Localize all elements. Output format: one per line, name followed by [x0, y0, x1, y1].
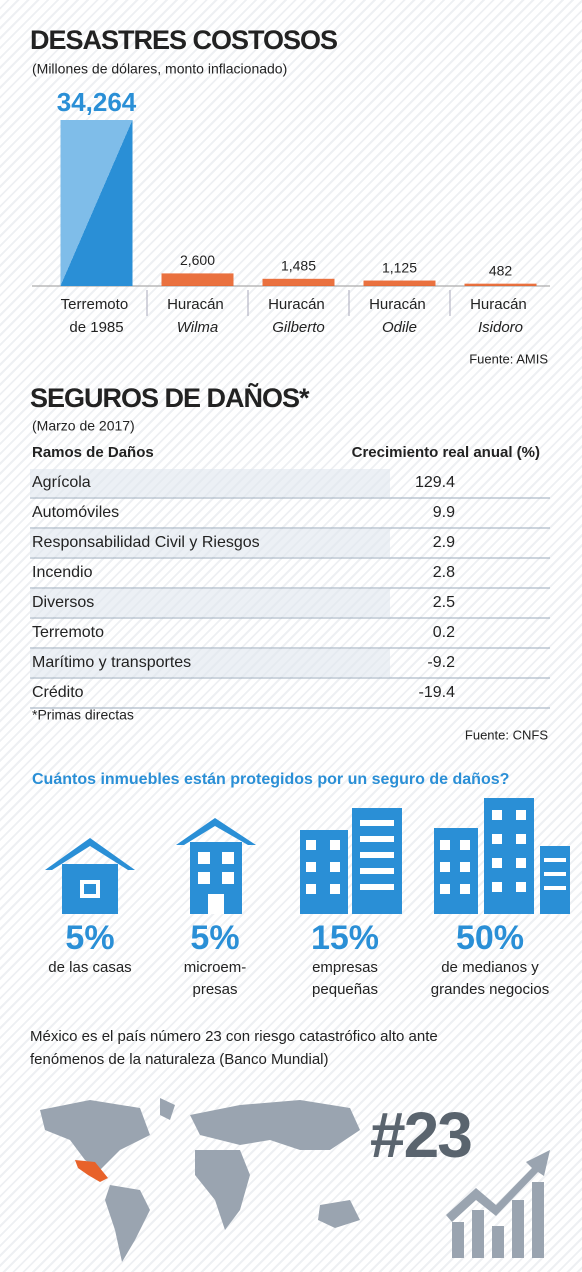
- row-label: Diversos: [32, 594, 94, 611]
- category-label: Huracán Wilma: [167, 296, 228, 336]
- pct-label: microem-: [184, 959, 247, 976]
- value-label: 1,485: [281, 258, 316, 274]
- pct-label: de las casas: [48, 959, 131, 976]
- chart-title: DESASTRES COSTOSOS: [30, 25, 337, 55]
- bar: [262, 278, 335, 286]
- pct-label: pequeñas: [312, 981, 378, 998]
- pct-label: empresas: [312, 959, 378, 976]
- value-label: 2,600: [180, 252, 215, 268]
- pct: 50%: [456, 919, 524, 957]
- category-label: Huracán Isidoro: [470, 296, 531, 336]
- mexico: [75, 1160, 108, 1182]
- row-label: Marítimo y transportes: [32, 654, 191, 671]
- row-label: Responsabilidad Civil y Riesgos: [32, 534, 260, 551]
- chart-subtitle: (Millones de dólares, monto inflacionado…: [32, 61, 287, 77]
- table-note: *Primas directas: [32, 707, 134, 723]
- windows: [306, 810, 566, 894]
- value-label: 482: [489, 262, 513, 278]
- pct: 15%: [311, 919, 379, 957]
- table-header: Ramos de Daños: [32, 444, 154, 461]
- world-map: [40, 1098, 360, 1262]
- growth-icon: [446, 1150, 550, 1258]
- category-label: Huracán Gilberto: [268, 296, 329, 336]
- chart-source: Fuente: AMIS: [469, 351, 548, 366]
- pct: 5%: [190, 919, 239, 957]
- row-shade: [30, 649, 390, 677]
- row-value: 0.2: [433, 624, 455, 641]
- pct-label: de medianos y: [441, 959, 539, 976]
- row-shade: [30, 589, 390, 617]
- pct-label: grandes negocios: [431, 981, 549, 998]
- row-value: 9.9: [433, 504, 455, 521]
- row-value: 129.4: [415, 474, 455, 491]
- value-label: 34,264: [57, 87, 137, 117]
- value-label: 1,125: [382, 259, 417, 275]
- table-title: SEGUROS DE DAÑOS*: [30, 382, 310, 413]
- bar: [161, 273, 234, 286]
- row-value: -9.2: [427, 654, 455, 671]
- table-source: Fuente: CNFS: [465, 727, 548, 742]
- category-label: Terremoto de 1985: [61, 296, 133, 336]
- ranking-text: fenómenos de la naturaleza (Banco Mundia…: [30, 1051, 329, 1068]
- table-subtitle: (Marzo de 2017): [32, 418, 135, 434]
- row-value: -19.4: [419, 684, 456, 701]
- pct-label: presas: [192, 981, 237, 998]
- row-value: 2.9: [433, 534, 455, 551]
- pct: 5%: [65, 919, 114, 957]
- table-header: Crecimiento real anual (%): [352, 444, 540, 461]
- row-label: Incendio: [32, 564, 93, 581]
- bar: [464, 283, 537, 286]
- row-label: Automóviles: [32, 504, 119, 521]
- row-label: Crédito: [32, 684, 84, 701]
- row-label: Terremoto: [32, 624, 104, 641]
- ranking-text: México es el país número 23 con riesgo c…: [30, 1028, 438, 1045]
- row-shade: [30, 529, 390, 557]
- rank: #23: [370, 1099, 471, 1171]
- icons: [45, 798, 570, 914]
- row-label: Agrícola: [32, 474, 91, 491]
- category-label: Huracán Odile: [369, 296, 430, 336]
- bar: [363, 280, 436, 286]
- protection-title: Cuántos inmuebles están protegidos por u…: [32, 771, 509, 788]
- row-shade: [30, 469, 390, 497]
- row-value: 2.8: [433, 564, 455, 581]
- bar: [60, 120, 133, 286]
- row-value: 2.5: [433, 594, 455, 611]
